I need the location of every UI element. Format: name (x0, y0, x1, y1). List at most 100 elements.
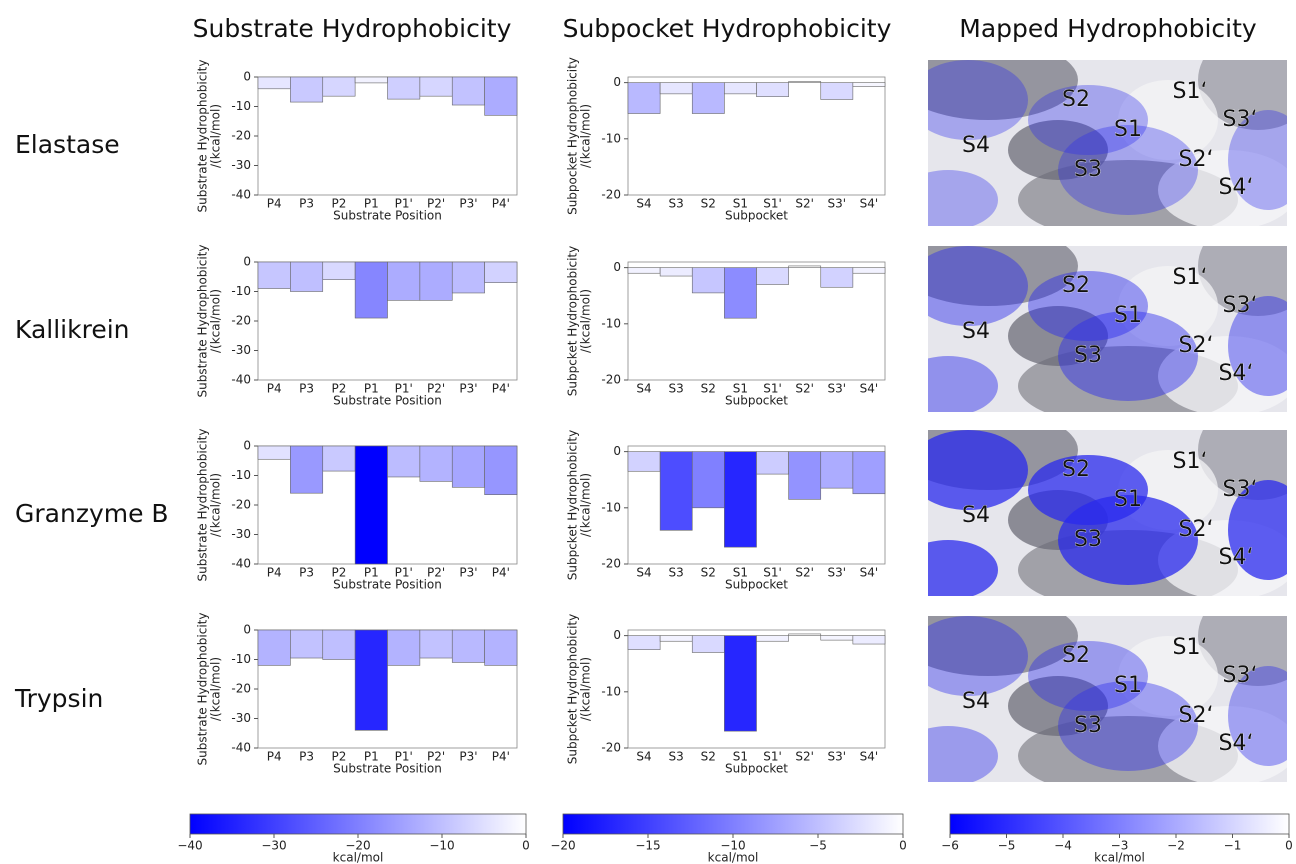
bar (628, 83, 660, 114)
bar (628, 452, 660, 472)
y-axis-label: Substrate Hydrophobicity (196, 429, 210, 582)
x-tick-label: P4 (267, 750, 282, 764)
bar (757, 83, 789, 97)
x-tick-label: −30 (261, 839, 286, 853)
x-tick-label: P3 (299, 750, 314, 764)
bar (757, 268, 789, 285)
hydrophobic-patch (908, 430, 1028, 510)
bar (355, 77, 387, 83)
y-tick-label: -10 (601, 316, 621, 330)
bar (853, 83, 885, 87)
y-tick-label: -30 (231, 711, 251, 725)
x-tick-label: −20 (550, 839, 575, 853)
bar (355, 446, 387, 564)
bar (853, 268, 885, 274)
bar (724, 636, 756, 732)
subpocket-label: S1 (1114, 303, 1142, 328)
y-tick-label: 0 (613, 628, 621, 642)
x-tick-label: S4 (636, 382, 651, 396)
bar (757, 452, 789, 474)
subpocket-label: S4‘ (1219, 731, 1254, 756)
y-axis-label: Subpcket Hydrophobicity (566, 430, 580, 581)
bar (724, 452, 756, 548)
subpocket-label: S2 (1062, 643, 1090, 668)
bar (452, 630, 484, 662)
y-tick-label: -20 (601, 741, 621, 755)
y-tick-label: -30 (231, 527, 251, 541)
hydrophobic-patch (908, 616, 1028, 696)
bar (420, 630, 452, 658)
subpocket-label: S2‘ (1179, 517, 1214, 542)
subpocket-label: S1‘ (1173, 635, 1208, 660)
x-tick-label: P4' (492, 750, 510, 764)
y-tick-label: -20 (601, 188, 621, 202)
y-tick-label: -10 (231, 652, 251, 666)
bar (323, 446, 355, 471)
y-tick-label: -10 (231, 284, 251, 298)
bar (660, 268, 692, 276)
y-tick-label: 0 (243, 439, 251, 453)
y-tick-label: -10 (601, 684, 621, 698)
x-tick-label: P4' (492, 197, 510, 211)
x-tick-label: S4' (860, 197, 879, 211)
bar (258, 630, 290, 665)
y-tick-label: -10 (231, 468, 251, 482)
hydrophobic-patch (898, 170, 998, 230)
y-axis-label: /(kcal/mol) (209, 657, 223, 721)
bar (789, 81, 821, 82)
subpocket-label: S4 (962, 503, 990, 528)
y-axis-label: /(kcal/mol) (579, 104, 593, 168)
x-tick-label: 0 (522, 839, 530, 853)
x-tick-label: S3 (669, 750, 684, 764)
y-tick-label: -20 (601, 373, 621, 387)
subpocket-label: S2‘ (1179, 333, 1214, 358)
bar (628, 636, 660, 650)
bar (660, 452, 692, 531)
x-tick-label: P4' (492, 566, 510, 580)
x-tick-label: P4' (492, 382, 510, 396)
subpocket-label: S3 (1074, 713, 1102, 738)
x-tick-label: S2 (701, 197, 716, 211)
column-title: Mapped Hydrophobicity (959, 14, 1257, 43)
bar (692, 452, 724, 508)
bar (692, 268, 724, 293)
x-tick-label: −40 (177, 839, 202, 853)
x-tick-label: S4' (860, 382, 879, 396)
y-tick-label: 0 (243, 255, 251, 269)
y-tick-label: 0 (613, 260, 621, 274)
subpocket-label: S4 (962, 133, 990, 158)
x-tick-label: S4 (636, 750, 651, 764)
subpocket-label: S3 (1074, 157, 1102, 182)
x-tick-label: 0 (899, 839, 907, 853)
column-title: Subpocket Hydrophobicity (563, 14, 892, 43)
x-tick-label: P4 (267, 566, 282, 580)
subpocket-label: S1‘ (1173, 265, 1208, 290)
bar (660, 636, 692, 642)
x-tick-label: S3 (669, 382, 684, 396)
x-tick-label: P3' (459, 566, 477, 580)
subpocket-label: S3 (1074, 343, 1102, 368)
x-tick-label: −1 (1224, 839, 1242, 853)
y-axis-label: /(kcal/mol) (579, 657, 593, 721)
y-tick-label: -20 (231, 129, 251, 143)
x-tick-label: S3' (828, 566, 847, 580)
x-tick-label: P3' (459, 382, 477, 396)
bar (692, 636, 724, 653)
subpocket-label: S1‘ (1173, 79, 1208, 104)
x-tick-label: S4' (860, 566, 879, 580)
bar (724, 83, 756, 94)
bar (388, 262, 420, 300)
x-tick-label: P3 (299, 382, 314, 396)
surface-map (898, 30, 1296, 240)
bar (355, 262, 387, 318)
subpocket-label: S3‘ (1223, 477, 1258, 502)
subpocket-label: S3‘ (1223, 107, 1258, 132)
hydrophobic-patch (908, 60, 1028, 140)
bar (660, 83, 692, 94)
y-tick-label: -30 (231, 158, 251, 172)
x-tick-label: −5 (998, 839, 1016, 853)
y-tick-label: -10 (601, 131, 621, 145)
x-tick-label: P4 (267, 197, 282, 211)
x-tick-label: P3' (459, 197, 477, 211)
y-tick-label: 0 (613, 75, 621, 89)
